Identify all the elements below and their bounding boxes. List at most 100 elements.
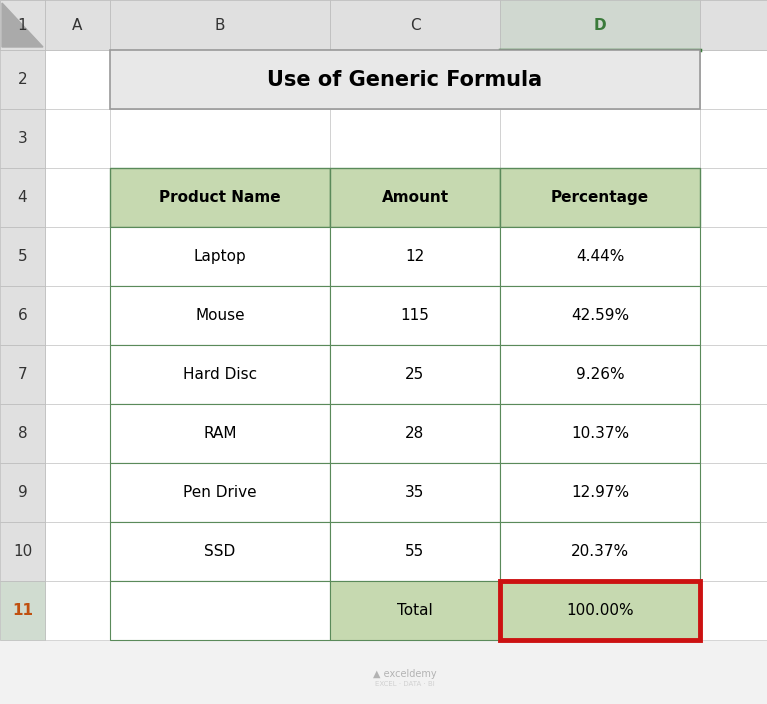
Bar (0, 345, 45, 404)
Bar (110, 463, 330, 522)
Bar (330, 581, 500, 640)
Bar (110, 581, 330, 640)
Bar (110, 168, 330, 227)
Text: 3: 3 (18, 131, 28, 146)
Text: 12.97%: 12.97% (571, 485, 629, 500)
Text: 100.00%: 100.00% (566, 603, 634, 618)
Bar (0, 581, 45, 640)
Bar (0, 109, 45, 168)
Text: RAM: RAM (203, 426, 237, 441)
Bar (45, 109, 110, 168)
Text: 11: 11 (12, 603, 33, 618)
Bar (0, 50, 45, 109)
Text: A: A (72, 18, 83, 32)
Bar (500, 50, 700, 109)
Bar (500, 227, 700, 286)
Bar (110, 581, 330, 640)
Bar (500, 463, 700, 522)
Text: 8: 8 (18, 426, 28, 441)
Bar (330, 404, 500, 463)
Bar (110, 286, 330, 345)
Text: 4: 4 (18, 190, 28, 205)
Bar (0, 404, 45, 463)
Bar (500, 463, 700, 522)
Text: Laptop: Laptop (193, 249, 246, 264)
Bar (500, 0, 700, 50)
Text: 6: 6 (18, 308, 28, 323)
Bar (45, 345, 110, 404)
Bar (45, 50, 110, 109)
Bar (110, 227, 330, 286)
Text: Percentage: Percentage (551, 190, 649, 205)
Bar (700, 404, 767, 463)
Bar (45, 581, 110, 640)
Bar (500, 345, 700, 404)
Text: SSD: SSD (204, 544, 235, 559)
Bar (330, 0, 500, 50)
Bar (700, 50, 767, 109)
Bar (330, 522, 500, 581)
Bar (500, 581, 700, 640)
Text: Use of Generic Formula: Use of Generic Formula (268, 70, 542, 89)
Bar (700, 345, 767, 404)
Bar (110, 227, 330, 286)
Bar (0, 227, 45, 286)
Bar (110, 345, 330, 404)
Bar (45, 463, 110, 522)
Text: 28: 28 (406, 426, 425, 441)
Bar (0, 522, 45, 581)
Bar (110, 0, 330, 50)
Bar (330, 227, 500, 286)
Bar (110, 0, 330, 50)
Text: Product Name: Product Name (160, 190, 281, 205)
Bar (110, 404, 330, 463)
Text: 7: 7 (18, 367, 28, 382)
Text: 20.37%: 20.37% (571, 544, 629, 559)
Bar (330, 0, 500, 50)
Text: 35: 35 (405, 485, 425, 500)
Bar (500, 227, 700, 286)
Bar (110, 50, 700, 109)
Bar (110, 345, 330, 404)
Text: 10.37%: 10.37% (571, 426, 629, 441)
Bar (330, 50, 500, 109)
Bar (500, 168, 700, 227)
Bar (500, 522, 700, 581)
Bar (0, 0, 45, 50)
Bar (500, 345, 700, 404)
Bar (330, 168, 500, 227)
Text: C: C (410, 18, 420, 32)
Bar (110, 286, 330, 345)
Text: D: D (594, 18, 606, 32)
Bar (330, 345, 500, 404)
Text: 115: 115 (400, 308, 430, 323)
Bar (0, 168, 45, 227)
Bar (700, 168, 767, 227)
Bar (330, 286, 500, 345)
Bar (500, 286, 700, 345)
Text: Mouse: Mouse (195, 308, 245, 323)
Bar (330, 463, 500, 522)
Bar (45, 227, 110, 286)
Bar (45, 404, 110, 463)
Text: 4.44%: 4.44% (576, 249, 624, 264)
Bar (700, 227, 767, 286)
Bar (0, 286, 45, 345)
Bar (700, 109, 767, 168)
Bar (110, 109, 330, 168)
Bar (330, 522, 500, 581)
Text: Total: Total (397, 603, 433, 618)
Text: 10: 10 (13, 544, 32, 559)
Text: B: B (215, 18, 225, 32)
Bar (110, 50, 330, 109)
Bar (500, 286, 700, 345)
Bar (330, 109, 500, 168)
Bar (110, 168, 330, 227)
Text: Amount: Amount (381, 190, 449, 205)
Bar (330, 286, 500, 345)
Text: 9: 9 (18, 485, 28, 500)
Bar (330, 345, 500, 404)
Bar (330, 168, 500, 227)
Polygon shape (2, 3, 43, 47)
Bar (45, 286, 110, 345)
